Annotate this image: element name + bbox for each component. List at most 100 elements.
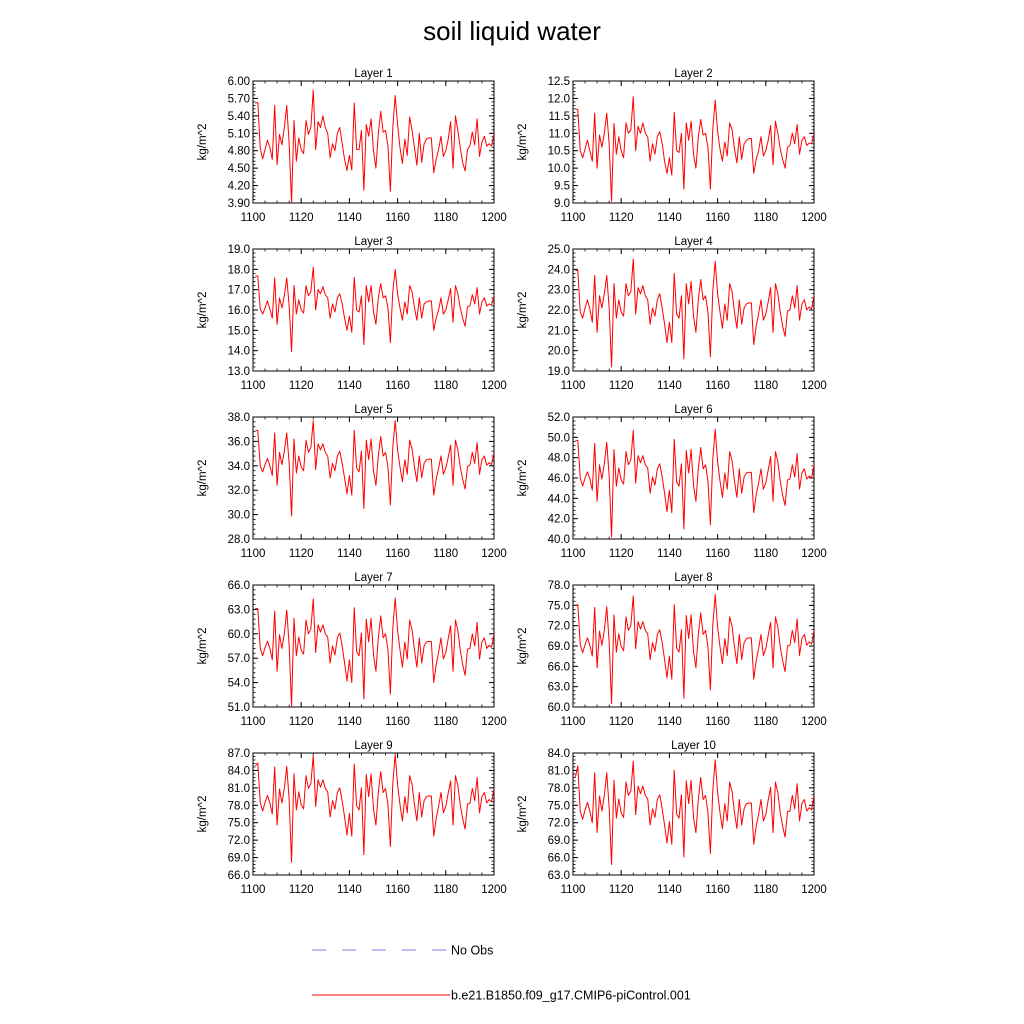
y-tick-label: 5.70 xyxy=(228,93,250,105)
x-tick-label: 1120 xyxy=(289,212,314,224)
x-tick-label: 1100 xyxy=(561,380,586,392)
y-tick-label: 66.0 xyxy=(548,853,570,865)
y-tick-label: 54.0 xyxy=(228,678,250,690)
panel-layer-5: Layer 5 38.0 36.0 34.0 32.0 30.0 28.0 1100 1120 1… xyxy=(197,404,507,560)
y-tick-label: 34.0 xyxy=(228,461,250,473)
y-tick-label: 10.5 xyxy=(548,146,570,158)
x-tick-label: 1180 xyxy=(753,548,778,560)
y-tick-label: 72.0 xyxy=(228,835,250,847)
x-tick-label: 1180 xyxy=(753,884,778,896)
series-line-model xyxy=(255,597,494,707)
y-tick-label: 17.0 xyxy=(228,285,250,297)
y-tick-label: 24.0 xyxy=(548,264,570,276)
y-axis-label: kg/m^2 xyxy=(517,796,529,833)
x-tick-label: 1180 xyxy=(433,716,458,728)
y-tick-label: 21.0 xyxy=(548,325,570,337)
y-axis-label: kg/m^2 xyxy=(197,292,209,329)
y-axis-label: kg/m^2 xyxy=(197,460,209,497)
series-line-model xyxy=(575,96,814,202)
y-tick-label: 10.0 xyxy=(548,163,570,175)
panel-layer-2: Layer 2 12.5 12.0 11.5 11.0 10.5 10.0 9.5 9.0 110… xyxy=(517,68,827,224)
y-tick-label: 9.0 xyxy=(554,198,570,210)
y-tick-label: 69.0 xyxy=(548,835,570,847)
x-tick-label: 1120 xyxy=(609,548,634,560)
x-tick-label: 1120 xyxy=(609,884,634,896)
y-tick-label: 50.0 xyxy=(548,432,570,444)
y-tick-label: 16.0 xyxy=(228,305,250,317)
y-tick-label: 66.0 xyxy=(228,580,250,592)
x-tick-label: 1120 xyxy=(289,716,314,728)
x-tick-label: 1120 xyxy=(609,716,634,728)
x-tick-label: 1160 xyxy=(705,380,730,392)
y-tick-label: 4.80 xyxy=(228,146,250,158)
y-tick-label: 40.0 xyxy=(548,534,570,546)
y-tick-label: 75.0 xyxy=(228,818,250,830)
panels-grid: Layer 1 6.00 5.70 5.40 5.10 4.80 4.50 4.20 3.90 1… xyxy=(197,68,827,896)
panel-layer-3: Layer 3 19.0 18.0 17.0 16.0 15.0 14.0 13.0 1100 1… xyxy=(197,236,507,392)
y-tick-label: 52.0 xyxy=(548,412,570,424)
y-tick-label: 5.40 xyxy=(228,111,250,123)
panel-title: Layer 6 xyxy=(674,404,712,416)
y-tick-label: 19.0 xyxy=(228,244,250,256)
y-tick-label: 48.0 xyxy=(548,453,570,465)
y-tick-label: 12.5 xyxy=(548,76,570,88)
y-axis-label: kg/m^2 xyxy=(197,124,209,161)
plot-frame xyxy=(252,752,495,876)
y-tick-label: 4.50 xyxy=(228,163,250,175)
y-tick-label: 25.0 xyxy=(548,244,570,256)
series-line-model xyxy=(575,258,814,368)
series-line-model xyxy=(575,593,814,705)
x-tick-label: 1200 xyxy=(801,380,827,392)
y-tick-label: 13.0 xyxy=(228,366,250,378)
y-tick-label: 46.0 xyxy=(548,473,570,485)
y-axis-label: kg/m^2 xyxy=(197,628,209,665)
series-line-model xyxy=(255,89,494,203)
y-tick-label: 75.0 xyxy=(548,800,570,812)
y-tick-label: 72.0 xyxy=(548,818,570,830)
x-tick-label: 1100 xyxy=(561,548,586,560)
x-tick-label: 1180 xyxy=(753,716,778,728)
panel-title: Layer 1 xyxy=(354,68,392,80)
panel-layer-10: Layer 10 84.0 81.0 78.0 75.0 72.0 69.0 66.0 63.0… xyxy=(517,740,827,896)
y-tick-label: 6.00 xyxy=(228,76,250,88)
series-line-model xyxy=(255,753,494,863)
y-tick-label: 78.0 xyxy=(548,783,570,795)
x-tick-label: 1140 xyxy=(657,884,682,896)
x-tick-label: 1200 xyxy=(481,548,507,560)
y-tick-label: 23.0 xyxy=(548,285,570,297)
y-tick-label: 15.0 xyxy=(228,325,250,337)
panel-layer-4: Layer 4 25.0 24.0 23.0 22.0 21.0 20.0 19.0 1100 1… xyxy=(517,236,827,392)
y-tick-label: 63.0 xyxy=(548,682,570,694)
y-tick-label: 84.0 xyxy=(228,765,250,777)
y-tick-label: 28.0 xyxy=(228,534,250,546)
x-tick-label: 1200 xyxy=(801,548,827,560)
panel-title: Layer 7 xyxy=(354,572,392,584)
y-tick-label: 66.0 xyxy=(548,661,570,673)
y-tick-label: 4.20 xyxy=(228,181,250,193)
y-axis-label: kg/m^2 xyxy=(517,124,529,161)
y-tick-label: 72.0 xyxy=(548,621,570,633)
y-axis-label: kg/m^2 xyxy=(197,796,209,833)
x-tick-label: 1100 xyxy=(561,716,586,728)
y-tick-label: 11.0 xyxy=(548,128,570,140)
x-tick-label: 1160 xyxy=(705,212,730,224)
figure-title: soil liquid water xyxy=(423,16,601,46)
x-tick-label: 1180 xyxy=(433,548,458,560)
x-tick-label: 1180 xyxy=(753,212,778,224)
y-tick-label: 42.0 xyxy=(548,514,570,526)
y-axis-label: kg/m^2 xyxy=(517,292,529,329)
x-tick-label: 1200 xyxy=(481,884,507,896)
y-tick-label: 84.0 xyxy=(548,748,570,760)
y-tick-label: 87.0 xyxy=(228,748,250,760)
series-line-model xyxy=(255,266,494,353)
x-tick-label: 1200 xyxy=(481,716,507,728)
x-tick-label: 1120 xyxy=(289,884,314,896)
x-tick-label: 1180 xyxy=(433,380,458,392)
y-tick-label: 81.0 xyxy=(548,765,570,777)
y-tick-label: 60.0 xyxy=(228,629,250,641)
x-tick-label: 1180 xyxy=(433,212,458,224)
y-tick-label: 78.0 xyxy=(228,800,250,812)
x-tick-label: 1100 xyxy=(241,884,266,896)
y-tick-label: 5.10 xyxy=(228,128,250,140)
